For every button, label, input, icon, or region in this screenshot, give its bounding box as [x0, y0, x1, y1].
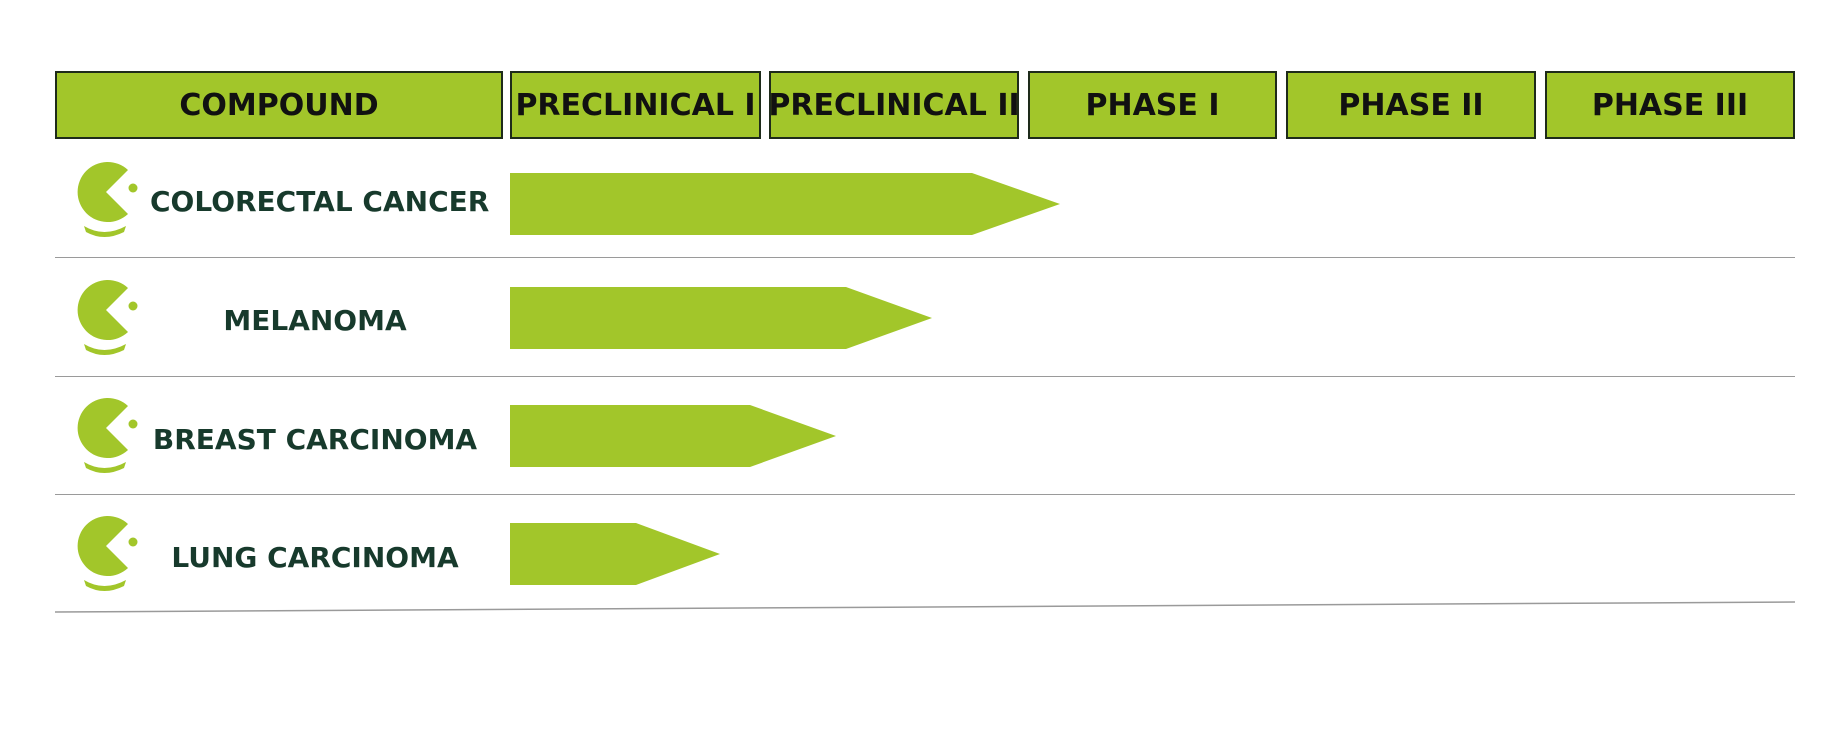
header-stage-preclinical-2: PRECLINICAL II [768, 71, 1020, 139]
header-stage-phase-2: PHASE II [1286, 71, 1536, 139]
row-divider [55, 257, 1795, 258]
header-compound: COMPOUND [55, 71, 503, 139]
row-label-lung-carcinoma: LUNG CARCINOMA [171, 541, 459, 574]
row-label-melanoma: MELANOMA [223, 304, 407, 337]
progress-arrow [510, 405, 836, 467]
row-divider [55, 494, 1795, 495]
pacman-icon [77, 398, 138, 473]
row-label-breast-carcinoma: BREAST CARCINOMA [152, 423, 478, 456]
header-stage-phase-3: PHASE III [1545, 71, 1795, 139]
progress-arrow [510, 173, 1060, 235]
header-stage-preclinical-1: PRECLINICAL I [510, 71, 761, 139]
pacman-icon [77, 280, 138, 355]
row-label-colorectal-cancer: COLORECTAL CANCER [150, 185, 490, 218]
pacman-icon [77, 162, 138, 237]
header-stage-phase-1: PHASE I [1028, 71, 1277, 139]
progress-arrow [510, 287, 932, 349]
progress-arrow [510, 523, 720, 585]
bottom-divider [55, 601, 1795, 613]
pacman-icon [77, 516, 138, 591]
row-divider [55, 376, 1795, 377]
